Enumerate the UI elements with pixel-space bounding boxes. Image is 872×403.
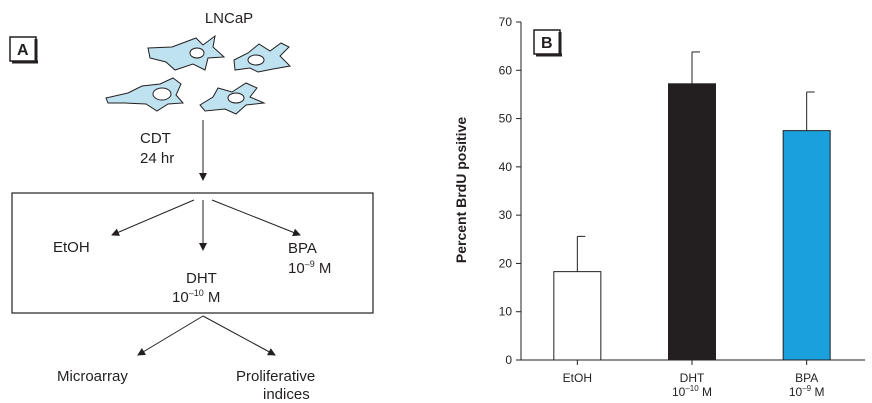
y-tick-label: 20: [499, 256, 513, 270]
panel-a-letter: A: [17, 42, 29, 59]
panel-a: A LNCaP CDT 24 hr EtOH BPA 10–9 M DHT 10…: [9, 10, 374, 403]
cell-shape: [147, 34, 226, 71]
treatment-line-1: CDT: [140, 130, 171, 147]
y-tick-label: 30: [499, 208, 513, 222]
output-proliferative-line-1: Proliferative: [236, 368, 315, 385]
branch-bpa-label: BPA: [288, 240, 317, 257]
cell-nucleus-icon: [227, 92, 245, 104]
y-tick-label: 60: [499, 63, 513, 77]
x-tick-label: EtOH: [563, 371, 592, 385]
bar-etoh: [553, 271, 602, 361]
output-proliferative-line-2: indices: [263, 386, 310, 403]
y-tick-label: 50: [499, 112, 513, 126]
y-tick-label: 40: [499, 160, 513, 174]
y-tick-label: 10: [499, 305, 513, 319]
panel-a-label: A: [9, 36, 38, 64]
treatment-box: [11, 192, 374, 314]
y-tick-label: 70: [499, 15, 513, 29]
cell-nucleus-icon: [152, 87, 172, 101]
x-tick-sublabel: 10–10 M: [672, 384, 712, 399]
panel-b-letter: B: [541, 35, 553, 52]
panel-b-label: B: [533, 29, 562, 57]
branch-etoh-label: EtOH: [53, 239, 90, 256]
panel-b-chart: B Percent BrdU positive 0 10 20 30 40 50 60 70 E…: [453, 15, 865, 399]
bar-bpa: [782, 130, 831, 361]
output-arrow-proliferative-icon: [202, 315, 276, 356]
x-tick-label: BPA: [795, 371, 818, 385]
cell-nucleus-icon: [189, 47, 205, 59]
cell-nucleus-icon: [247, 54, 265, 66]
output-arrow-microarray-icon: [137, 315, 204, 356]
branch-dht-label: DHT: [186, 270, 217, 287]
cell-line-label: LNCaP: [205, 10, 253, 27]
y-tick-label: 0: [505, 353, 512, 367]
x-tick-sublabel: 10–9 M: [789, 384, 825, 399]
cell-shape: [105, 77, 185, 112]
y-axis-label: Percent BrdU positive: [453, 117, 469, 263]
branch-arrow-bpa-icon: [211, 199, 301, 237]
output-microarray-label: Microarray: [57, 368, 128, 385]
branch-arrow-etoh-icon: [111, 199, 195, 236]
branch-dht-concentration: 10–10 M: [172, 288, 220, 306]
bar-dht: [668, 83, 716, 361]
cells-illustration: [105, 34, 292, 115]
branch-bpa-concentration: 10–9 M: [288, 259, 331, 277]
x-tick-label: DHT: [680, 371, 705, 385]
treatment-line-2: 24 hr: [140, 150, 174, 167]
